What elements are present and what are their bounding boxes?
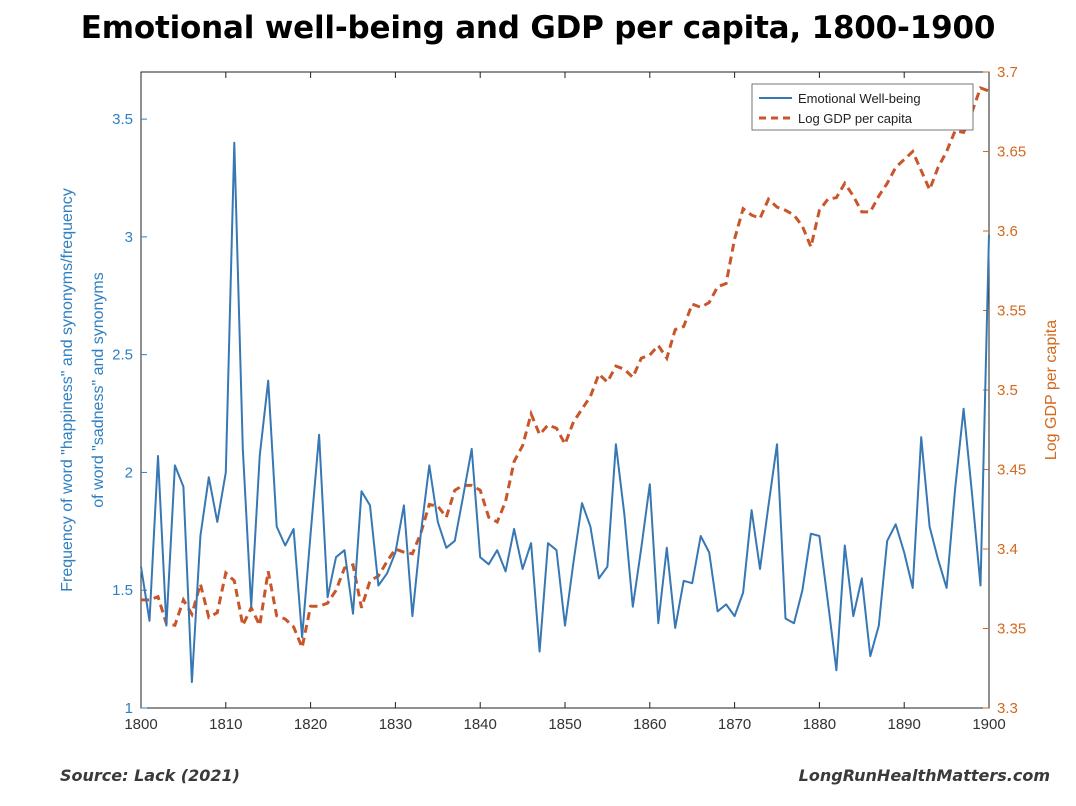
x-tick-label: 1890 (888, 716, 921, 733)
right-y-tick-label: 3.7 (997, 64, 1018, 81)
left-y-tick-label: 3 (125, 229, 133, 246)
right-y-tick-label: 3.3 (997, 700, 1018, 717)
left-y-tick-label: 3.5 (112, 111, 133, 128)
x-tick-label: 1900 (972, 716, 1005, 733)
left-y-tick-label: 1 (125, 700, 133, 717)
right-y-tick-label: 3.6 (997, 223, 1018, 240)
left-y-tick-label: 1.5 (112, 582, 133, 599)
x-tick-label: 1840 (464, 716, 497, 733)
x-tick-label: 1880 (803, 716, 836, 733)
left-axis-label-line-2: of word "sadness" and synonyms (90, 272, 107, 507)
x-tick-label: 1850 (548, 716, 581, 733)
legend-box (751, 83, 974, 131)
x-tick-label: 1860 (633, 716, 666, 733)
wellbeing-series-line (140, 141, 990, 684)
left-axis-label-line-1: Frequency of word "happiness" and synony… (59, 188, 76, 592)
x-tick-label: 1820 (294, 716, 327, 733)
right-y-tick-label: 3.45 (997, 462, 1026, 479)
left-y-tick-label: 2.5 (112, 347, 133, 364)
right-y-tick-label: 3.55 (997, 303, 1026, 320)
x-tick-label: 1870 (718, 716, 751, 733)
source-note: Source: Lack (2021) (60, 766, 240, 785)
right-y-tick-label: 3.35 (997, 621, 1026, 638)
x-tick-label: 1800 (124, 716, 157, 733)
legend-gdp-label: Log GDP per capita (798, 111, 913, 126)
right-y-tick-label: 3.5 (997, 382, 1018, 399)
tick-labels: 1800 1810 1820 1830 1840 1850 1860 1870 1880 1890… (112, 64, 1026, 733)
plot-area (140, 71, 990, 709)
left-y-tick-label: 2 (125, 464, 133, 481)
legend-wellbeing-label: Emotional Well-being (798, 91, 921, 106)
site-credit: LongRunHealthMatters.com (798, 766, 1050, 785)
right-y-tick-label: 3.4 (997, 541, 1018, 558)
right-axis-label: Log GDP per capita (1043, 320, 1060, 460)
chart-title: Emotional well-being and GDP per capita,… (80, 10, 996, 46)
x-tick-label: 1810 (209, 716, 242, 733)
legend: Emotional Well-being Log GDP per capita (751, 83, 974, 131)
x-tick-label: 1830 (379, 716, 412, 733)
series-layer (140, 85, 990, 684)
right-y-tick-label: 3.65 (997, 144, 1026, 161)
axis-ticks (140, 71, 990, 709)
